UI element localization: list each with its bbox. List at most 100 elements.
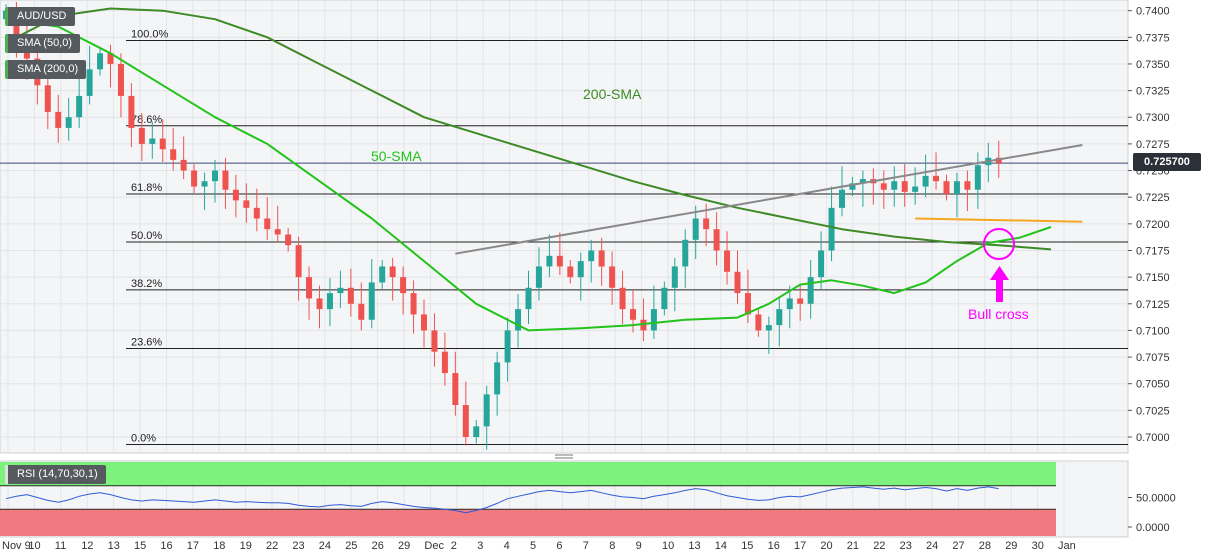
- candle[interactable]: [912, 186, 919, 192]
- candle[interactable]: [744, 293, 751, 315]
- rsi-line[interactable]: [5, 486, 999, 514]
- candle[interactable]: [97, 53, 104, 70]
- candle[interactable]: [504, 330, 511, 363]
- candle[interactable]: [556, 255, 563, 267]
- candle[interactable]: [619, 287, 626, 310]
- candle[interactable]: [368, 282, 375, 320]
- candle[interactable]: [828, 207, 835, 251]
- sma50-indicator-tag[interactable]: SMA (50,0): [5, 34, 81, 53]
- candle[interactable]: [274, 229, 281, 235]
- candle[interactable]: [724, 250, 731, 272]
- candle[interactable]: [452, 373, 459, 406]
- candle[interactable]: [650, 309, 657, 331]
- candle[interactable]: [191, 170, 198, 187]
- candle[interactable]: [138, 127, 145, 144]
- candle[interactable]: [379, 266, 386, 283]
- candle[interactable]: [901, 181, 908, 192]
- candle[interactable]: [859, 179, 866, 184]
- candle[interactable]: [577, 261, 584, 278]
- candle[interactable]: [922, 175, 929, 187]
- candle[interactable]: [212, 170, 218, 182]
- sma50-line[interactable]: [5, 18, 1052, 332]
- candle[interactable]: [933, 175, 940, 182]
- candle[interactable]: [201, 181, 208, 187]
- candle[interactable]: [640, 319, 647, 331]
- candle[interactable]: [964, 181, 971, 190]
- candle[interactable]: [149, 138, 156, 144]
- candle[interactable]: [546, 255, 553, 267]
- candle[interactable]: [703, 218, 710, 230]
- candle[interactable]: [462, 405, 469, 438]
- symbol-tag[interactable]: AUD/USD: [5, 7, 75, 26]
- candle[interactable]: [525, 287, 532, 310]
- candle[interactable]: [128, 95, 135, 128]
- candle[interactable]: [483, 394, 490, 427]
- candle[interactable]: [410, 293, 417, 315]
- candle[interactable]: [295, 245, 302, 278]
- candle[interactable]: [473, 426, 480, 438]
- candle[interactable]: [807, 277, 814, 304]
- candle[interactable]: [734, 271, 741, 294]
- candle[interactable]: [567, 266, 574, 278]
- candle[interactable]: [222, 170, 229, 190]
- candle[interactable]: [76, 95, 83, 118]
- candle[interactable]: [306, 277, 313, 299]
- candle[interactable]: [55, 111, 62, 128]
- candle[interactable]: [285, 234, 292, 246]
- candle[interactable]: [243, 200, 250, 208]
- candle[interactable]: [180, 159, 187, 171]
- candle[interactable]: [65, 117, 72, 128]
- candle[interactable]: [431, 330, 438, 352]
- candle[interactable]: [535, 266, 542, 288]
- resistance-trendline[interactable]: [455, 143, 1083, 255]
- candle[interactable]: [358, 303, 365, 320]
- candle[interactable]: [755, 314, 762, 331]
- sma200-line[interactable]: [5, 7, 1052, 251]
- candle[interactable]: [107, 53, 114, 64]
- candle[interactable]: [713, 229, 720, 251]
- candle[interactable]: [515, 309, 522, 331]
- candle[interactable]: [326, 293, 333, 310]
- candle[interactable]: [682, 239, 689, 267]
- candle[interactable]: [849, 183, 856, 190]
- candle[interactable]: [421, 314, 427, 331]
- candle[interactable]: [671, 266, 678, 288]
- candle[interactable]: [117, 63, 124, 96]
- candle[interactable]: [389, 266, 396, 278]
- candle[interactable]: [86, 69, 93, 96]
- candle[interactable]: [253, 207, 260, 219]
- candle[interactable]: [159, 138, 166, 150]
- candle[interactable]: [786, 298, 793, 310]
- candle[interactable]: [598, 250, 605, 267]
- candle[interactable]: [797, 298, 804, 304]
- candle[interactable]: [264, 218, 271, 230]
- fib-label: 100.0%: [131, 29, 169, 41]
- candle[interactable]: [44, 85, 51, 112]
- candle[interactable]: [692, 218, 699, 240]
- candle[interactable]: [776, 309, 783, 326]
- candle[interactable]: [974, 165, 981, 190]
- candle[interactable]: [880, 183, 887, 190]
- candle[interactable]: [609, 266, 616, 288]
- support-line[interactable]: [915, 217, 1083, 223]
- candle[interactable]: [347, 287, 354, 304]
- candle[interactable]: [943, 181, 950, 194]
- candle[interactable]: [232, 189, 239, 201]
- rsi-indicator-tag[interactable]: RSI (14,70,30,1): [5, 465, 106, 484]
- candle[interactable]: [818, 250, 825, 278]
- candle[interactable]: [765, 325, 772, 331]
- candle[interactable]: [316, 298, 323, 310]
- candle[interactable]: [494, 362, 501, 395]
- sma200-indicator-tag[interactable]: SMA (200,0): [5, 60, 87, 79]
- candle[interactable]: [661, 287, 668, 310]
- candle[interactable]: [839, 189, 845, 208]
- candle[interactable]: [441, 351, 448, 374]
- candle[interactable]: [588, 250, 595, 262]
- candle[interactable]: [400, 277, 407, 294]
- candle[interactable]: [170, 149, 177, 160]
- candle[interactable]: [953, 181, 960, 194]
- candle[interactable]: [630, 309, 636, 320]
- candle[interactable]: [337, 287, 344, 294]
- candle[interactable]: [891, 181, 898, 190]
